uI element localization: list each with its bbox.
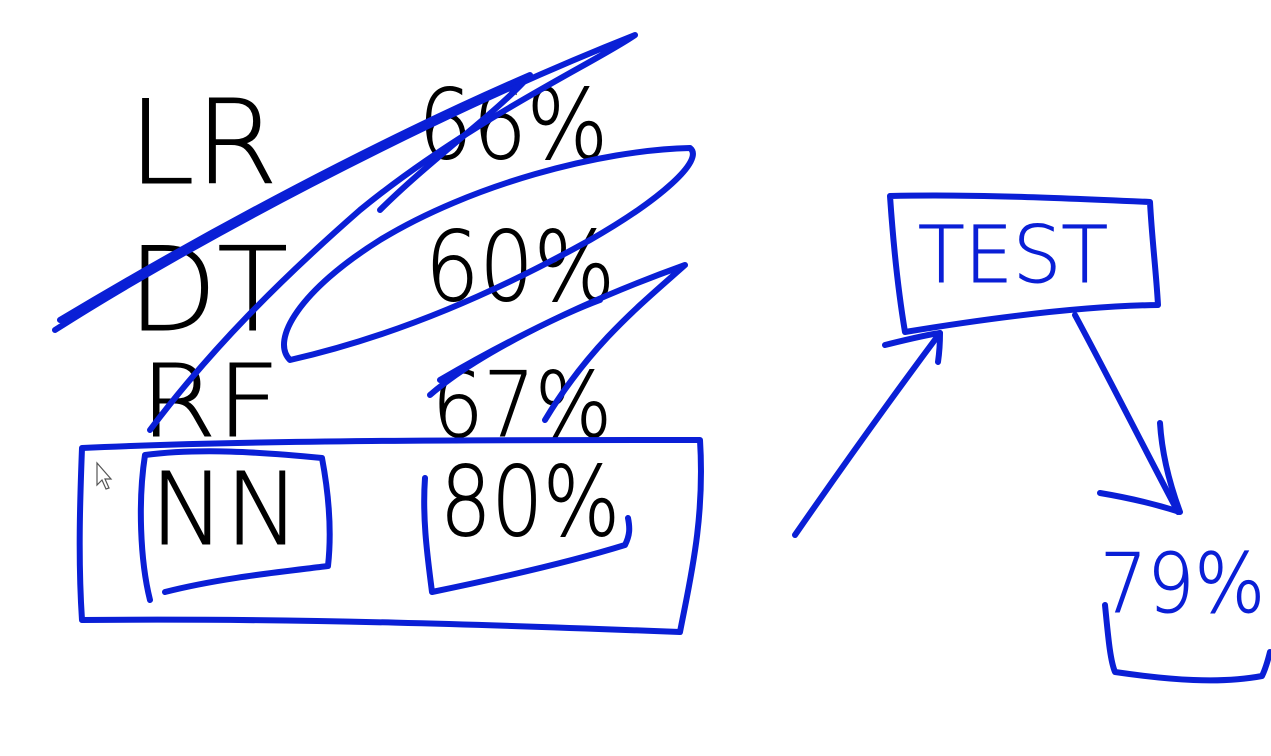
row-nn-model: NN xyxy=(150,451,300,568)
arrow-out-of-test xyxy=(1072,312,1181,515)
test-box xyxy=(887,192,1161,335)
result-value: 79% xyxy=(1100,537,1265,632)
test-diagram: TEST 79% xyxy=(792,192,1271,684)
arrow-out-of-test-head xyxy=(1097,420,1183,515)
strike-line-lr xyxy=(57,72,533,323)
arrow-into-test-head xyxy=(882,330,943,365)
row-dt-model: DT xyxy=(128,223,288,358)
arrow-cursor-icon xyxy=(96,461,113,490)
arrow-into-test xyxy=(792,330,943,538)
strike-loop-dt xyxy=(281,145,696,363)
nn-outer-box xyxy=(76,437,704,635)
strike-loop-lr xyxy=(52,32,638,433)
row-nn-score: 80% xyxy=(440,446,620,558)
strike-line-rf xyxy=(437,297,603,383)
test-label: TEST xyxy=(918,211,1108,301)
strike-through-marks xyxy=(52,32,696,433)
row-lr-model: LR xyxy=(128,76,278,211)
nn-score-box xyxy=(421,475,633,595)
nn-highlight-box xyxy=(76,437,704,635)
nn-model-box xyxy=(137,448,333,603)
result-underline-box xyxy=(1102,602,1271,684)
model-scores-table: LR 66% DT 60% RF 67% NN 80% xyxy=(128,69,621,569)
